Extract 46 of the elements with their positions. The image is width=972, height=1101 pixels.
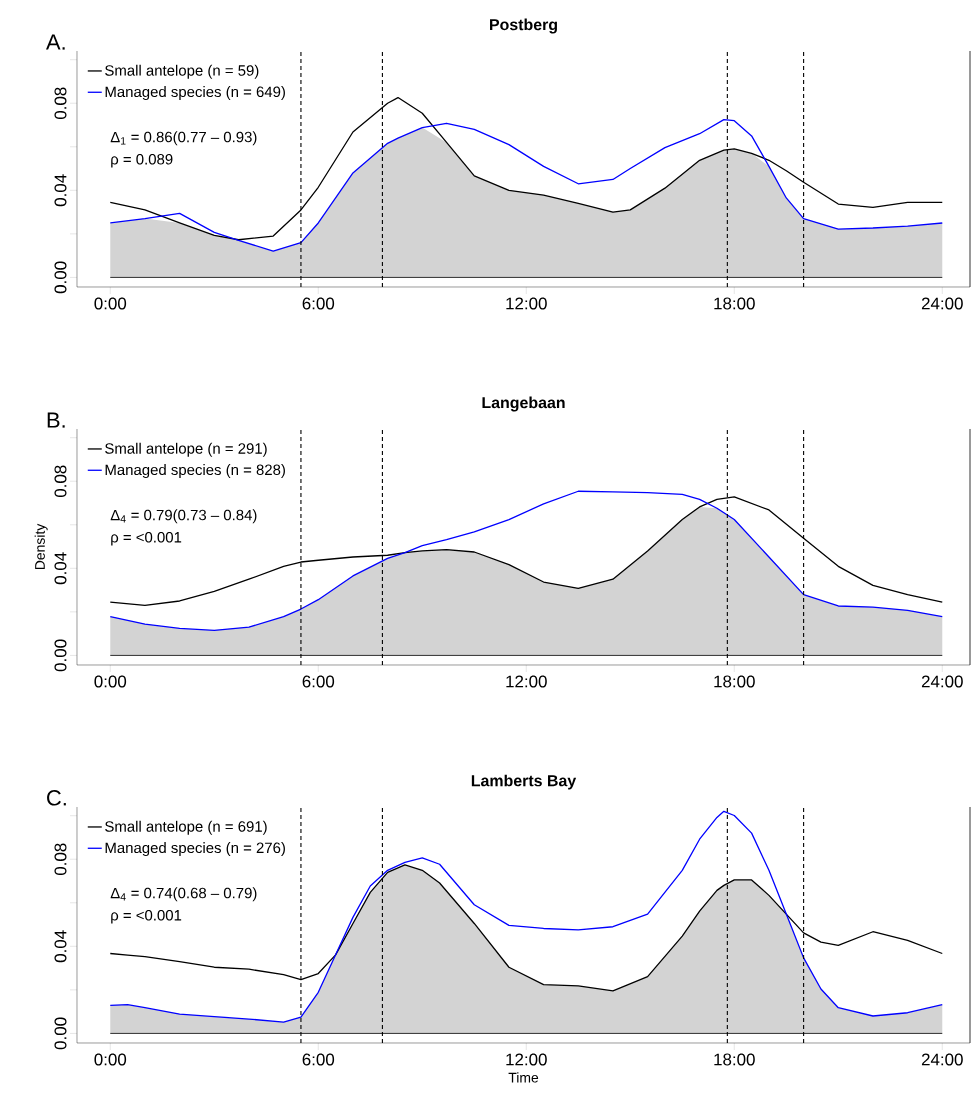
x-tick-label: 12:00 (506, 297, 547, 310)
text: C. (47, 790, 66, 806)
x-tick-label: 6:00 (302, 297, 335, 310)
x-tick-label: 12:00 (506, 675, 547, 688)
annotation: ρ = <0.001 (111, 531, 182, 546)
x-tick-label: 24:00 (921, 1053, 963, 1066)
y-tick-label: 0.04 (54, 552, 67, 585)
legend-label: Small antelope (n = 691) (105, 820, 267, 835)
x-tick-label: 18:00 (714, 297, 755, 310)
y-tick-label: 0.00 (54, 639, 67, 672)
x-tick-label: 6:00 (302, 1053, 335, 1066)
x-tick-label: 18:00 (714, 675, 755, 688)
chart-title: Langebaan (482, 396, 565, 412)
annotation: Δ$_{4}$ = 0.79(0.73 – 0.84) (110, 509, 257, 524)
chart-title: Postberg (490, 18, 557, 34)
x-tick-label: 6:00 (302, 675, 335, 688)
x-tick-label: 0:00 (94, 297, 127, 310)
x-tick-label: 18:00 (714, 1053, 755, 1066)
x-tick-label: 0:00 (94, 1053, 127, 1066)
y-tick-label: 0.00 (54, 1017, 67, 1050)
x-axis-title: Time (508, 1072, 539, 1083)
x-tick-label: 24:00 (921, 675, 963, 688)
x-tick-label: 24:00 (921, 297, 963, 310)
x-tick-label: 12:00 (506, 1053, 547, 1066)
annotation: ρ = <0.001 (111, 909, 182, 924)
y-tick-label: 0.08 (54, 87, 67, 120)
line-series (109, 118, 943, 252)
legend-label: Small antelope (n = 291) (105, 442, 267, 457)
y-axis-title: Density (34, 523, 48, 570)
text: B. (47, 412, 65, 428)
x-tick-label: 0:00 (94, 675, 127, 688)
text: A. (45, 34, 65, 50)
legend-label: Small antelope (n = 59) (105, 64, 259, 79)
line-series (109, 490, 943, 632)
y-tick-label: 0.08 (54, 843, 67, 876)
annotation: Δ$_{4}$ = 0.74(0.68 – 0.79) (110, 887, 257, 902)
legend-label: Managed species (n = 276) (105, 842, 285, 857)
y-tick-label: 0.04 (54, 174, 67, 207)
annotation: ρ = 0.089 (111, 153, 173, 168)
y-tick-label: 0.08 (54, 465, 67, 498)
y-tick-label: 0.04 (54, 930, 67, 963)
y-tick-label: 0.00 (54, 261, 67, 294)
chart-title: Lamberts Bay (471, 774, 577, 790)
annotation: Δ$_{1}$ = 0.86(0.77 – 0.93) (110, 131, 257, 146)
legend-label: Managed species (n = 649) (105, 86, 285, 101)
legend-label: Managed species (n = 828) (105, 464, 285, 479)
